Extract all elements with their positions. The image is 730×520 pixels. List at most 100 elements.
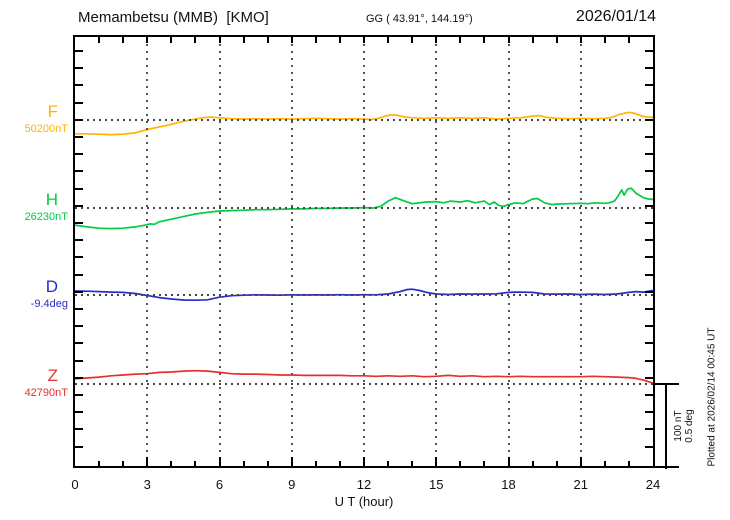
axis-tick-left: [75, 204, 83, 207]
channel-label-block-H: H 26230nT: [0, 191, 68, 223]
x-axis-tick-label: 6: [215, 477, 224, 492]
plot-area: [75, 37, 653, 466]
axis-tick-left: [75, 239, 83, 242]
axis-tick-top: [603, 37, 606, 43]
axis-tick-right: [645, 50, 653, 52]
x-axis-tick-label: 12: [356, 477, 372, 492]
axis-tick-bottom: [483, 461, 486, 466]
axis-tick-right: [645, 256, 653, 259]
plot-frame: [73, 35, 655, 468]
axis-tick-right: [645, 84, 653, 87]
axis-tick-bottom: [627, 461, 630, 466]
axis-tick-left: [75, 445, 83, 448]
scale-bar-bottom-cap: [654, 466, 679, 468]
gridline-vertical: [507, 37, 510, 466]
channel-label-Z: Z: [47, 366, 58, 385]
gridline-vertical: [435, 37, 438, 466]
axis-tick-bottom: [242, 461, 245, 466]
axis-tick-left: [75, 153, 83, 156]
axis-tick-left: [75, 359, 83, 362]
axis-tick-top: [555, 37, 558, 43]
x-axis-tick-label: 24: [645, 477, 661, 492]
channel-baseline-value-H: 26230nT: [24, 211, 68, 223]
axis-tick-bottom: [314, 461, 317, 466]
axis-tick-bottom: [579, 457, 582, 466]
axis-tick-bottom: [98, 461, 101, 466]
axis-tick-right: [645, 101, 653, 104]
axis-tick-top: [242, 37, 245, 43]
axis-tick-right: [645, 187, 653, 190]
axis-tick-right: [645, 67, 653, 70]
axis-tick-right: [645, 411, 653, 414]
plot-date: 2026/01/14: [575, 8, 656, 25]
axis-tick-top: [290, 37, 293, 43]
axis-tick-right: [645, 204, 653, 207]
gridline-vertical: [363, 37, 365, 466]
axis-tick-right: [645, 445, 653, 448]
axis-tick-right: [645, 136, 653, 138]
axis-tick-left: [75, 170, 83, 173]
axis-tick-right: [645, 239, 653, 242]
axis-tick-right: [645, 376, 653, 379]
trace-H: [75, 187, 653, 230]
channel-baseline-value-F: 50200nT: [24, 123, 68, 135]
axis-tick-bottom: [531, 461, 534, 466]
x-axis-tick-label: 9: [288, 477, 296, 492]
axis-tick-bottom: [170, 461, 173, 466]
axis-tick-top: [411, 37, 414, 43]
axis-tick-right: [645, 118, 653, 121]
axis-tick-top: [363, 37, 365, 43]
axis-tick-bottom: [122, 461, 125, 466]
axis-tick-top: [579, 37, 582, 43]
gridline-vertical: [218, 37, 221, 466]
axis-tick-right: [645, 308, 653, 310]
axis-tick-right: [645, 325, 653, 328]
gridline-vertical: [290, 37, 293, 466]
x-axis-tick-label: 0: [71, 477, 79, 492]
axis-tick-left: [75, 101, 83, 104]
scale-bar-label: 100 nT 0.5 deg: [673, 409, 695, 443]
axis-tick-right: [645, 222, 653, 224]
channel-label-block-F: F 50200nT: [0, 103, 68, 135]
axis-tick-top: [146, 37, 149, 43]
axis-tick-top: [314, 37, 317, 43]
axis-tick-left: [75, 273, 83, 276]
axis-tick-bottom: [363, 457, 365, 466]
x-axis-title: U T (hour): [334, 494, 394, 509]
axis-tick-bottom: [146, 457, 149, 466]
gridline-vertical: [146, 37, 149, 466]
axis-tick-left: [75, 67, 83, 70]
axis-tick-left: [75, 411, 83, 414]
axis-tick-left: [75, 222, 83, 224]
axis-tick-left: [75, 84, 83, 87]
axis-tick-left: [75, 308, 83, 310]
axis-tick-top: [459, 37, 462, 43]
baseline-H: [75, 207, 653, 209]
x-axis-tick-label: 18: [501, 477, 516, 492]
axis-tick-left: [75, 50, 83, 52]
axis-tick-left: [75, 394, 83, 396]
channel-baseline-value-D: -9.4deg: [30, 298, 68, 310]
axis-tick-right: [645, 428, 653, 431]
axis-tick-right: [645, 342, 653, 345]
axis-tick-bottom: [459, 461, 462, 466]
page-title: Memambetsu (MMB) [KMO]: [78, 9, 269, 26]
axis-tick-top: [531, 37, 534, 43]
channel-label-H: H: [45, 190, 58, 209]
axis-tick-top: [387, 37, 390, 43]
axis-tick-bottom: [194, 461, 197, 466]
axis-tick-left: [75, 136, 83, 138]
axis-tick-bottom: [266, 461, 269, 466]
scale-bar-line: [665, 383, 667, 469]
axis-tick-top: [507, 37, 510, 43]
channel-baseline-value-Z: 42790nT: [24, 387, 68, 399]
axis-tick-left: [75, 118, 83, 121]
channel-label-D: D: [45, 277, 58, 296]
axis-tick-left: [75, 290, 83, 293]
axis-tick-left: [75, 187, 83, 190]
channel-label-block-D: D -9.4deg: [0, 278, 68, 310]
axis-tick-top: [483, 37, 486, 43]
x-axis-tick-label: 15: [429, 477, 444, 492]
axis-tick-bottom: [435, 457, 438, 466]
